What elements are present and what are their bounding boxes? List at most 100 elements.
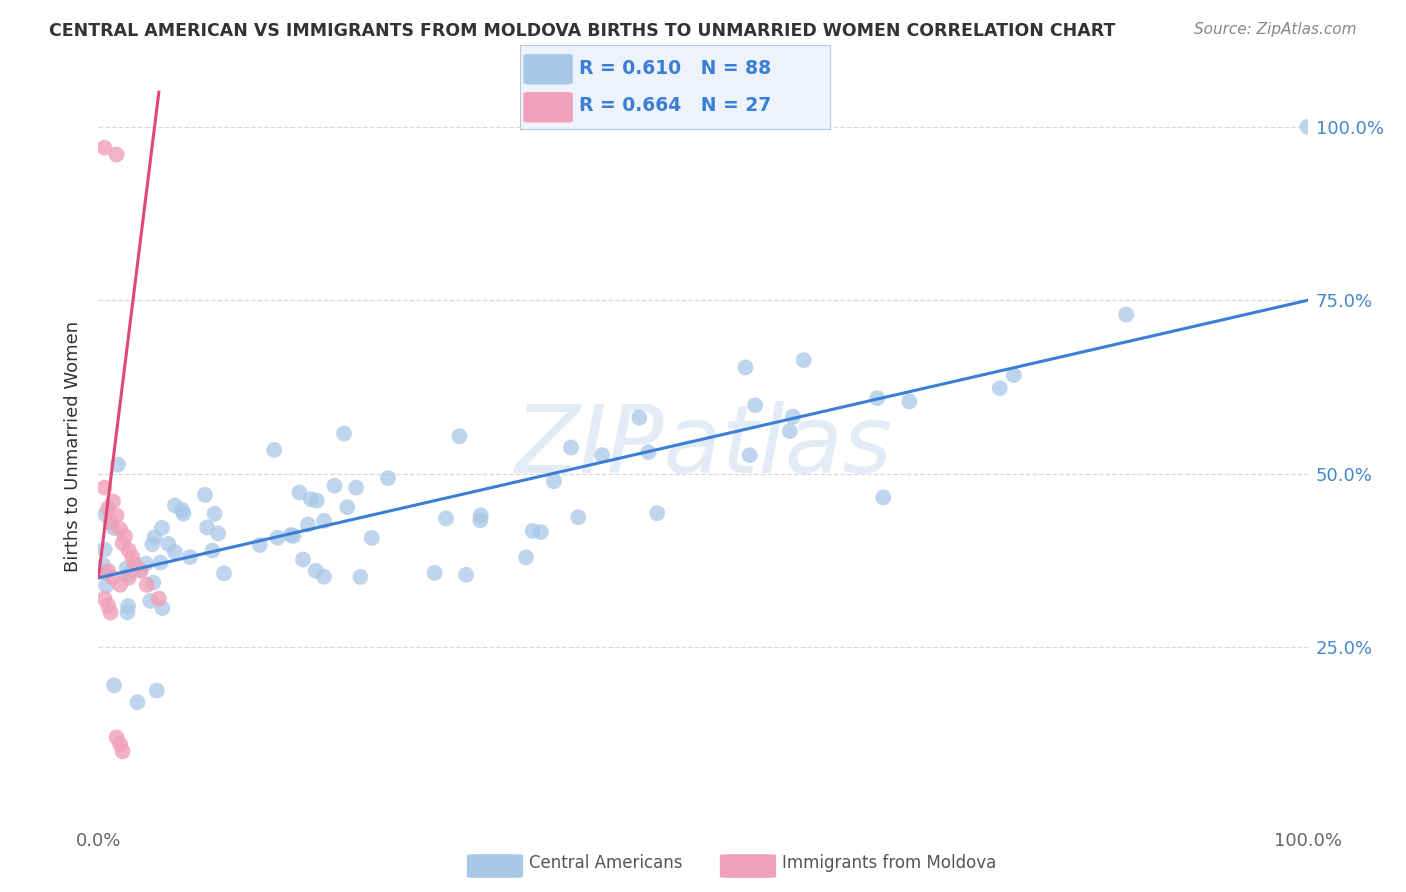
Point (172, 503, 194, 517)
Point (628, 410, 651, 425)
Point (449, 429, 471, 443)
FancyBboxPatch shape (523, 92, 572, 122)
Point (522, 524, 544, 538)
Point (114, 529, 136, 543)
Point (163, 499, 186, 513)
Point (872, 491, 894, 505)
Point (898, 394, 921, 409)
Point (637, 445, 659, 459)
FancyBboxPatch shape (467, 855, 523, 878)
Point (118, 543, 141, 558)
Point (101, 494, 124, 508)
Point (280, 528, 302, 542)
Text: R = 0.664   N = 27: R = 0.664 N = 27 (579, 96, 772, 115)
Point (103, 678, 125, 692)
Point (163, 545, 186, 559)
Point (336, 500, 359, 515)
Point (779, 424, 801, 438)
Point (127, 695, 149, 709)
Point (530, 524, 553, 539)
Point (103, 521, 125, 535)
Point (434, 511, 457, 525)
Point (567, 510, 589, 524)
Point (135, 578, 157, 592)
Point (195, 520, 218, 534)
Point (108, 578, 131, 592)
Text: ZIPatlas: ZIPatlas (515, 401, 891, 491)
Point (283, 529, 305, 543)
Point (560, 441, 582, 455)
Point (150, 521, 173, 535)
Point (108, 522, 131, 536)
Point (94, 508, 117, 522)
Point (129, 564, 152, 578)
Point (105, 731, 128, 745)
Point (93, 591, 115, 606)
Point (288, 485, 311, 500)
Point (145, 683, 167, 698)
Point (645, 506, 668, 520)
Point (179, 550, 201, 565)
Point (117, 606, 139, 620)
Point (866, 391, 889, 405)
Point (111, 744, 134, 758)
Point (148, 591, 170, 606)
Point (744, 398, 766, 412)
Point (108, 737, 131, 751)
Point (149, 556, 172, 570)
Point (323, 479, 346, 493)
Point (360, 531, 382, 545)
Point (117, 567, 139, 582)
Point (212, 566, 235, 581)
Point (100, 516, 122, 530)
Point (299, 492, 322, 507)
Point (139, 594, 162, 608)
Point (249, 538, 271, 552)
Point (121, 549, 143, 564)
Point (128, 562, 150, 576)
Point (118, 571, 141, 585)
Point (305, 564, 328, 578)
Point (734, 360, 756, 375)
Point (1296, 120, 1319, 134)
Point (470, 513, 492, 527)
Point (204, 507, 226, 521)
Point (142, 575, 165, 590)
Point (305, 493, 328, 508)
Point (201, 543, 224, 558)
Point (738, 448, 761, 462)
Point (94, 578, 117, 592)
Point (105, 147, 128, 161)
Point (97, 599, 120, 613)
Point (172, 507, 194, 521)
Point (93, 141, 115, 155)
Point (93, 558, 115, 573)
Point (1002, 368, 1025, 382)
Point (97, 564, 120, 578)
Point (456, 567, 478, 582)
Point (312, 514, 335, 528)
Point (591, 448, 613, 462)
Point (94, 566, 117, 580)
Point (141, 537, 163, 551)
Point (297, 517, 319, 532)
Point (292, 552, 315, 566)
Point (122, 561, 145, 575)
Point (111, 536, 134, 550)
Point (97, 501, 120, 516)
Point (349, 570, 371, 584)
Y-axis label: Births to Unmarried Women: Births to Unmarried Women (63, 320, 82, 572)
Point (543, 475, 565, 489)
Point (93, 542, 115, 557)
Point (470, 508, 492, 523)
Point (93, 481, 115, 495)
Point (194, 488, 217, 502)
Point (515, 550, 537, 565)
Point (312, 570, 335, 584)
Point (117, 599, 139, 613)
Point (333, 426, 356, 441)
Point (377, 471, 399, 485)
Text: Source: ZipAtlas.com: Source: ZipAtlas.com (1194, 22, 1357, 37)
Point (150, 601, 173, 615)
Point (988, 381, 1011, 395)
